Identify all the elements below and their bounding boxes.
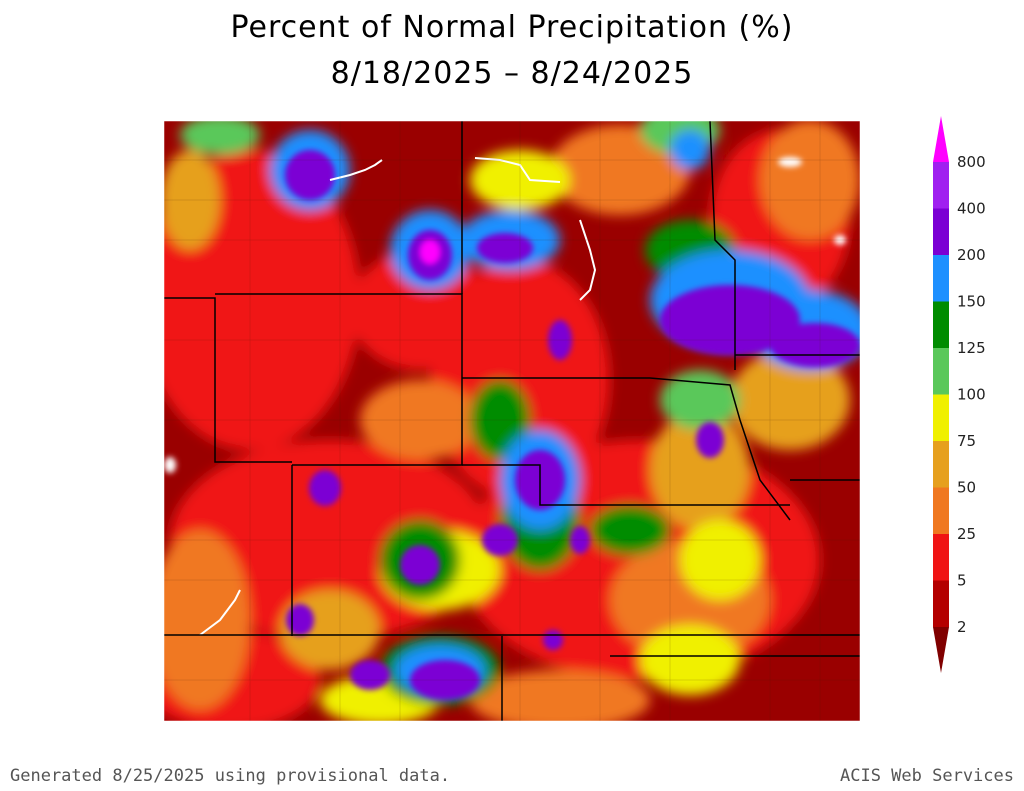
legend-swatch — [933, 441, 949, 488]
legend-swatch — [933, 348, 949, 395]
map-title: Percent of Normal Precipitation (%) — [230, 10, 794, 45]
county-grid — [164, 121, 860, 721]
legend-swatch — [933, 580, 949, 628]
legend-label: 800 — [957, 153, 986, 171]
generated-note: Generated 8/25/2025 using provisional da… — [10, 766, 451, 786]
source-credit: ACIS Web Services — [840, 766, 1014, 786]
legend-swatch — [933, 487, 949, 535]
state-borders — [164, 121, 860, 721]
legend-bottom-arrow — [933, 627, 949, 673]
legend-swatch — [933, 255, 949, 302]
legend-label: 5 — [957, 572, 967, 590]
legend-label: 100 — [957, 386, 986, 404]
legend-swatch — [933, 394, 949, 442]
legend-label: 2 — [957, 618, 967, 636]
legend-swatch — [933, 162, 949, 209]
legend-swatch — [933, 534, 949, 581]
legend-label: 75 — [957, 432, 976, 450]
map-frame — [163, 120, 861, 722]
legend-label: 150 — [957, 293, 986, 311]
legend-top-arrow — [933, 116, 949, 162]
legend-label: 200 — [957, 246, 986, 264]
legend-swatch — [933, 208, 949, 256]
legend-label: 25 — [957, 525, 976, 543]
precip-fill-layer — [164, 121, 860, 721]
legend-label: 400 — [957, 200, 986, 218]
legend-swatch — [933, 301, 949, 349]
precip-peak-layer — [164, 150, 860, 700]
legend-label: 125 — [957, 339, 986, 357]
map-date-range: 8/18/2025 – 8/24/2025 — [330, 56, 694, 91]
legend-label: 50 — [957, 479, 976, 497]
rivers — [199, 157, 597, 636]
